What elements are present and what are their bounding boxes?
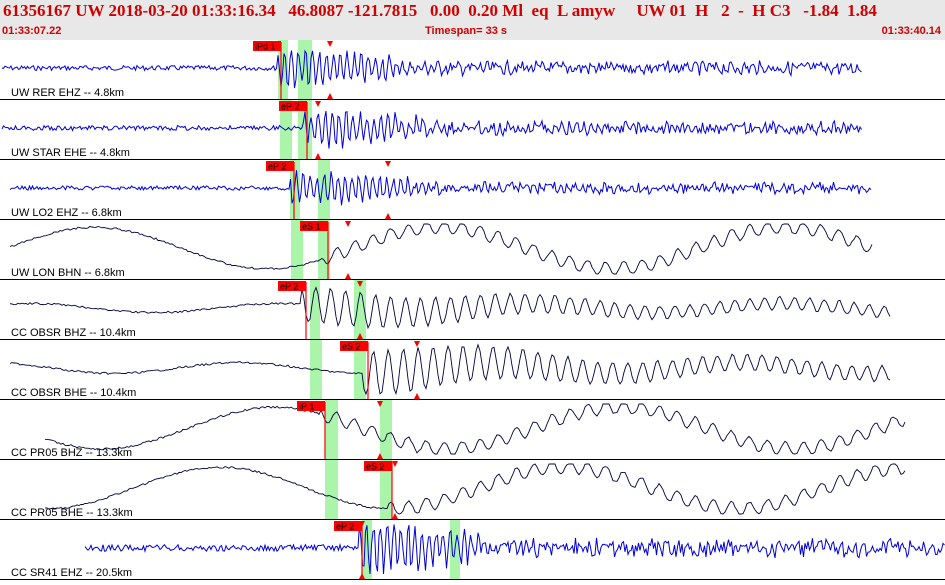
pick-label: eS 2 bbox=[342, 342, 361, 352]
trace-label: CC OBSR BHZ -- 10.4km bbox=[11, 327, 136, 339]
seismogram-panel[interactable]: iPd 1 UW RER EHZ -- 4.8km eP 2 UW STAR EHE … bbox=[0, 40, 945, 585]
pick-label: eS 1 bbox=[302, 222, 321, 232]
start-time: 01:33:07.22 bbox=[2, 25, 62, 37]
pick-label: iP 1 bbox=[299, 402, 314, 412]
pick-flag[interactable] bbox=[297, 401, 325, 411]
trace-label: CC OBSR BHE -- 10.4km bbox=[11, 387, 136, 399]
s-marker-bottom[interactable] bbox=[359, 573, 365, 579]
pick-flag[interactable] bbox=[340, 341, 368, 351]
pick-flag[interactable] bbox=[279, 101, 307, 111]
time-window[interactable] bbox=[354, 340, 366, 400]
pick-label: eP 2 bbox=[281, 102, 299, 112]
s-marker-bottom[interactable] bbox=[377, 453, 383, 459]
trace-row[interactable]: eS 1 UW LON BHN -- 6.8km bbox=[0, 220, 945, 280]
pick-label: eP 2 bbox=[280, 282, 298, 292]
s-marker-top[interactable] bbox=[392, 461, 398, 467]
s-marker-bottom[interactable] bbox=[414, 393, 420, 399]
trace-label: CC SR41 EHZ -- 20.5km bbox=[11, 567, 132, 579]
waveform-line bbox=[9, 170, 872, 206]
waveform-line bbox=[84, 523, 945, 575]
s-marker-top[interactable] bbox=[315, 101, 321, 107]
pick-flag[interactable] bbox=[266, 161, 294, 171]
s-marker-top[interactable] bbox=[345, 221, 351, 227]
waveform-line bbox=[1, 49, 862, 89]
pick-label: iPd 1 bbox=[255, 42, 276, 52]
time-window[interactable] bbox=[362, 520, 372, 580]
trace-row[interactable]: iPd 1 UW RER EHZ -- 4.8km bbox=[0, 40, 945, 100]
pick-flag[interactable] bbox=[300, 221, 328, 231]
trace-row[interactable]: eP 2 CC OBSR BHZ -- 10.4km bbox=[0, 280, 945, 340]
s-marker-top[interactable] bbox=[327, 41, 333, 47]
time-window[interactable] bbox=[380, 400, 392, 460]
trace-label: UW LO2 EHZ -- 6.8km bbox=[11, 207, 122, 219]
s-marker-top[interactable] bbox=[377, 401, 383, 407]
time-window[interactable] bbox=[298, 100, 312, 160]
s-marker-top[interactable] bbox=[385, 161, 391, 167]
trace-row[interactable]: eP 2 UW STAR EHE -- 4.8km bbox=[0, 100, 945, 160]
time-window[interactable] bbox=[298, 40, 312, 100]
pick-label: eP 2 bbox=[336, 522, 354, 532]
waveform-line bbox=[1, 110, 862, 149]
s-marker-bottom[interactable] bbox=[315, 153, 321, 159]
pick-label: eP 2 bbox=[268, 162, 286, 172]
s-marker-bottom[interactable] bbox=[345, 273, 351, 279]
time-window[interactable] bbox=[310, 340, 322, 400]
pick-flag[interactable] bbox=[364, 461, 392, 471]
s-marker-bottom[interactable] bbox=[327, 93, 333, 99]
s-marker-top[interactable] bbox=[414, 341, 420, 347]
pick-label: eS 2 bbox=[366, 462, 385, 472]
waveform-line bbox=[44, 463, 906, 515]
trace-row[interactable]: eS 2 CC OBSR BHE -- 10.4km bbox=[0, 340, 945, 400]
waveform-line bbox=[44, 403, 906, 455]
pick-flag[interactable] bbox=[334, 521, 362, 531]
pick-flag[interactable] bbox=[253, 41, 281, 51]
trace-label: CC PR05 BHE -- 13.3km bbox=[11, 507, 133, 519]
trace-label: CC PR05 BHZ -- 13.3km bbox=[11, 447, 132, 459]
timespan-readout: Timespan= 33 s bbox=[425, 25, 508, 37]
waveform-line bbox=[9, 343, 891, 396]
s-marker-bottom[interactable] bbox=[357, 333, 363, 339]
trace-label: UW RER EHZ -- 4.8km bbox=[11, 87, 124, 99]
time-window[interactable] bbox=[325, 460, 338, 520]
trace-row[interactable]: eS 2 CC PR05 BHE -- 13.3km bbox=[0, 460, 945, 520]
event-header: 61356167 UW 2018-03-20 01:33:16.34 46.80… bbox=[0, 0, 945, 40]
time-window[interactable] bbox=[318, 160, 330, 220]
trace-label: UW LON BHN -- 6.8km bbox=[11, 267, 125, 279]
pick-flag[interactable] bbox=[278, 281, 306, 291]
time-window[interactable] bbox=[380, 460, 392, 520]
s-marker-top[interactable] bbox=[359, 521, 365, 527]
trace-row[interactable]: eP 2 UW LO2 EHZ -- 6.8km bbox=[0, 160, 945, 220]
trace-row[interactable]: eP 2 CC SR41 EHZ -- 20.5km bbox=[0, 520, 945, 580]
trace-row[interactable]: iP 1 CC PR05 BHZ -- 13.3km bbox=[0, 400, 945, 460]
time-window[interactable] bbox=[354, 280, 366, 340]
end-time: 01:33:40.14 bbox=[881, 25, 941, 37]
s-marker-bottom[interactable] bbox=[385, 213, 391, 219]
time-window[interactable] bbox=[318, 220, 330, 280]
waveform-line bbox=[9, 223, 873, 275]
trace-label: UW STAR EHE -- 4.8km bbox=[11, 147, 130, 159]
waveform-line bbox=[9, 286, 891, 330]
seismogram-svg[interactable]: iPd 1 UW RER EHZ -- 4.8km eP 2 UW STAR EHE … bbox=[0, 40, 945, 580]
time-window[interactable] bbox=[310, 280, 320, 340]
s-marker-bottom[interactable] bbox=[392, 513, 398, 519]
s-marker-top[interactable] bbox=[357, 281, 363, 287]
event-summary-line: 61356167 UW 2018-03-20 01:33:16.34 46.80… bbox=[3, 1, 877, 20]
time-window[interactable] bbox=[290, 160, 300, 220]
time-window[interactable] bbox=[325, 400, 338, 460]
